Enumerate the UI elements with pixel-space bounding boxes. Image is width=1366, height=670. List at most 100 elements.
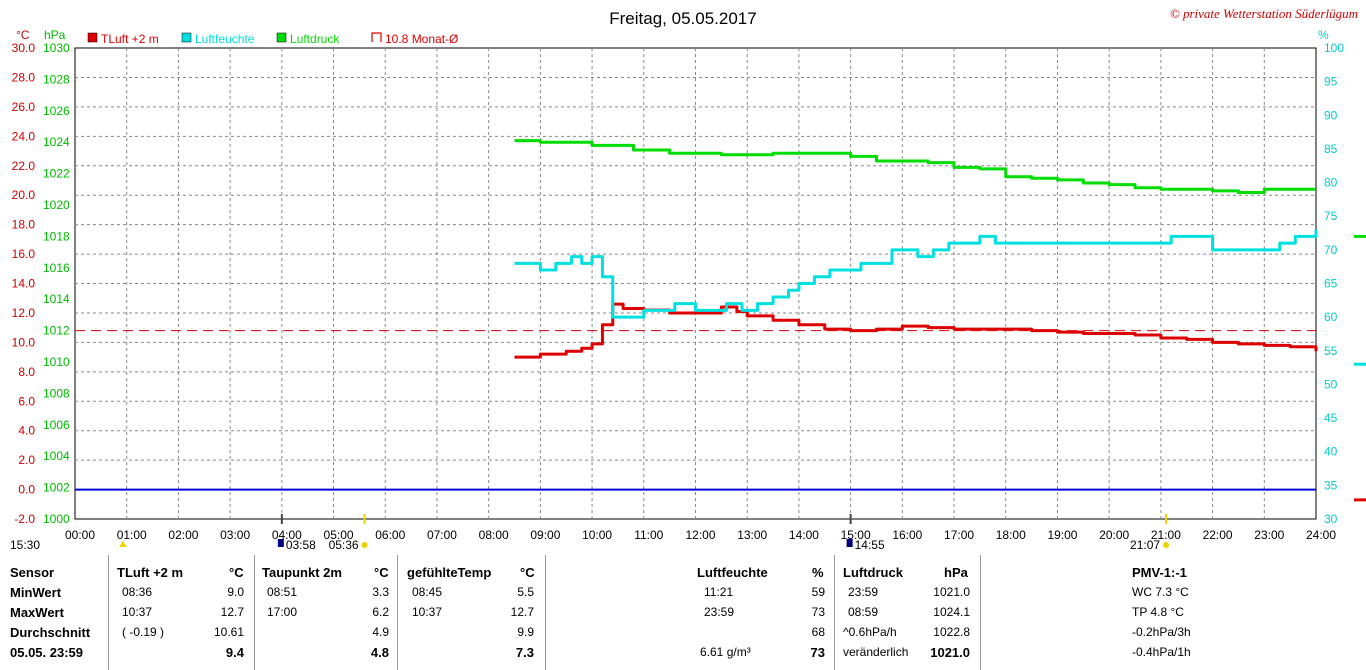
temp-tick-label: 30.0 [12, 41, 36, 55]
astro-markers: 15:30 03:58 05:36 14:55 21:07 [10, 514, 1170, 552]
hum-tick-label: 90 [1324, 108, 1338, 122]
press-tick-label: 1028 [43, 72, 70, 86]
temp-tick-label: 4.0 [18, 424, 35, 438]
hum-tick-label: 55 [1324, 344, 1338, 358]
temp-tick-label: 18.0 [12, 218, 36, 232]
x-tick-label: 03:00 [220, 528, 250, 542]
legend-swatch-3 [371, 32, 382, 42]
chart-legend: TLuft +2 m Luftfeuchte Luftdruck 10.8 Monat… [87, 32, 458, 46]
sunset-icon [1163, 542, 1170, 548]
taupunkt-max-time: 17:00 [267, 605, 298, 619]
press-tick-label: 1010 [43, 355, 70, 369]
taupunkt-min-value: 3.3 [372, 585, 389, 599]
temp-tick-label: -2.0 [14, 512, 35, 526]
sensor-row-min: MinWert [10, 585, 62, 600]
druck-current-value: 1021.0 [930, 645, 970, 660]
druck-tendency: veränderlich [843, 645, 909, 659]
legend-label-2: Luftdruck [290, 32, 340, 46]
temp-tick-label: 24.0 [12, 129, 36, 143]
temp-tick-label: 14.0 [12, 277, 36, 291]
press-tick-label: 1024 [43, 135, 70, 149]
druck-avg-value: 1022.8 [933, 625, 970, 639]
temp-tick-label: 8.0 [18, 365, 35, 379]
gefuehlt-unit: °C [520, 565, 535, 580]
hum-tick-label: 70 [1324, 243, 1338, 257]
hum-tick-label: 35 [1324, 478, 1338, 492]
temp-tick-label: 6.0 [18, 394, 35, 408]
sunrise-icon [361, 542, 368, 548]
gefuehlt-avg-value: 9.9 [517, 625, 534, 639]
taupunkt-max-value: 6.2 [372, 605, 389, 619]
tluft-min-time: 08:36 [122, 585, 153, 599]
gefuehlt-header: gefühlteTemp [407, 565, 492, 580]
x-tick-label: 05:00 [324, 528, 354, 542]
x-tick-label: 08:00 [479, 528, 509, 542]
x-tick-label: 11:00 [634, 528, 663, 542]
astro-time-label: 15:30 [10, 538, 40, 552]
x-tick-label: 00:00 [65, 528, 95, 542]
pmv-trend-3h: -0.2hPa/3h [1132, 625, 1191, 639]
tluft-trend: ( -0.19 ) [122, 625, 165, 639]
weather-chart: 30.0 28.0 26.0 24.0 22.0 20.0 18.0 16.0 14.0 12.0… [10, 6, 1366, 552]
x-tick-label: 09:00 [530, 528, 560, 542]
x-tick-label: 18:00 [996, 528, 1026, 542]
press-tick-label: 1016 [43, 261, 70, 275]
temp-tick-label: 12.0 [12, 306, 36, 320]
hum-tick-label: 50 [1324, 377, 1338, 391]
x-tick-label: 20:00 [1099, 528, 1129, 542]
gefuehlt-max-time: 10:37 [412, 605, 443, 619]
druck-min-value: 1021.0 [933, 585, 970, 599]
feuchte-header: Luftfeuchte [697, 565, 768, 580]
tluft-max-time: 10:37 [122, 605, 153, 619]
press-tick-label: 1026 [43, 104, 70, 118]
feuchte-current-value: 73 [810, 645, 825, 660]
press-tick-label: 1008 [43, 386, 70, 400]
taupunkt-current-value: 4.8 [370, 645, 389, 660]
legend-swatch-0 [87, 32, 98, 43]
press-tick-label: 1000 [43, 512, 70, 526]
pmv-header: PMV-1:-1 [1132, 565, 1187, 580]
feuchte-absolute: 6.61 g/m³ [700, 645, 751, 659]
temp-tick-label: 22.0 [12, 159, 36, 173]
x-tick-label: 04:00 [272, 528, 302, 542]
feuchte-max-time: 23:59 [704, 605, 735, 619]
legend-swatch-2 [276, 32, 287, 43]
press-tick-label: 1014 [43, 292, 70, 306]
druck-header: Luftdruck [843, 565, 903, 580]
copyright-text: © private Wetterstation Süderlügum [1170, 6, 1358, 21]
x-tick-label: 02:00 [168, 528, 198, 542]
temp-tick-label: 20.0 [12, 188, 36, 202]
temp-tick-label: 26.0 [12, 100, 36, 114]
legend-label-1: Luftfeuchte [195, 32, 255, 46]
press-tick-label: 1022 [43, 167, 70, 181]
x-tick-label: 15:00 [841, 528, 871, 542]
hum-tick-label: 85 [1324, 142, 1338, 156]
astro-time-label: 21:07 [1130, 538, 1160, 552]
hum-tick-label: 95 [1324, 75, 1338, 89]
x-tick-label: 12:00 [685, 528, 715, 542]
temp-tick-label: 2.0 [18, 453, 35, 467]
chart-axes: 30.0 28.0 26.0 24.0 22.0 20.0 18.0 16.0 14.0 12.0… [12, 41, 1345, 542]
moon-rise-icon [277, 539, 284, 547]
x-tick-label: 22:00 [1203, 528, 1233, 542]
press-tick-label: 1020 [43, 198, 70, 212]
hum-tick-label: 75 [1324, 209, 1338, 223]
druck-max-value: 1024.1 [933, 605, 970, 619]
moon-set-icon [119, 541, 127, 547]
legend-label-3: 10.8 Monat-Ø [385, 32, 458, 46]
sensor-row-avg: Durchschnitt [10, 625, 91, 640]
gefuehlt-min-time: 08:45 [412, 585, 443, 599]
tluft-header: TLuft +2 m [117, 565, 184, 580]
x-tick-label: 14:00 [789, 528, 819, 542]
tluft-avg-value: 10.61 [213, 625, 244, 639]
druck-min-time: 23:59 [848, 585, 879, 599]
chart-grid [74, 47, 1317, 520]
temp-tick-label: 0.0 [18, 483, 35, 497]
x-tick-label: 21:00 [1151, 528, 1181, 542]
hum-tick-label: 80 [1324, 176, 1338, 190]
sensor-row-current: 05.05. 23:59 [10, 645, 84, 660]
sensor-row-max: MaxWert [10, 605, 64, 620]
press-tick-label: 1030 [43, 41, 70, 55]
x-tick-label: 17:00 [944, 528, 974, 542]
taupunkt-header: Taupunkt 2m [262, 565, 342, 580]
